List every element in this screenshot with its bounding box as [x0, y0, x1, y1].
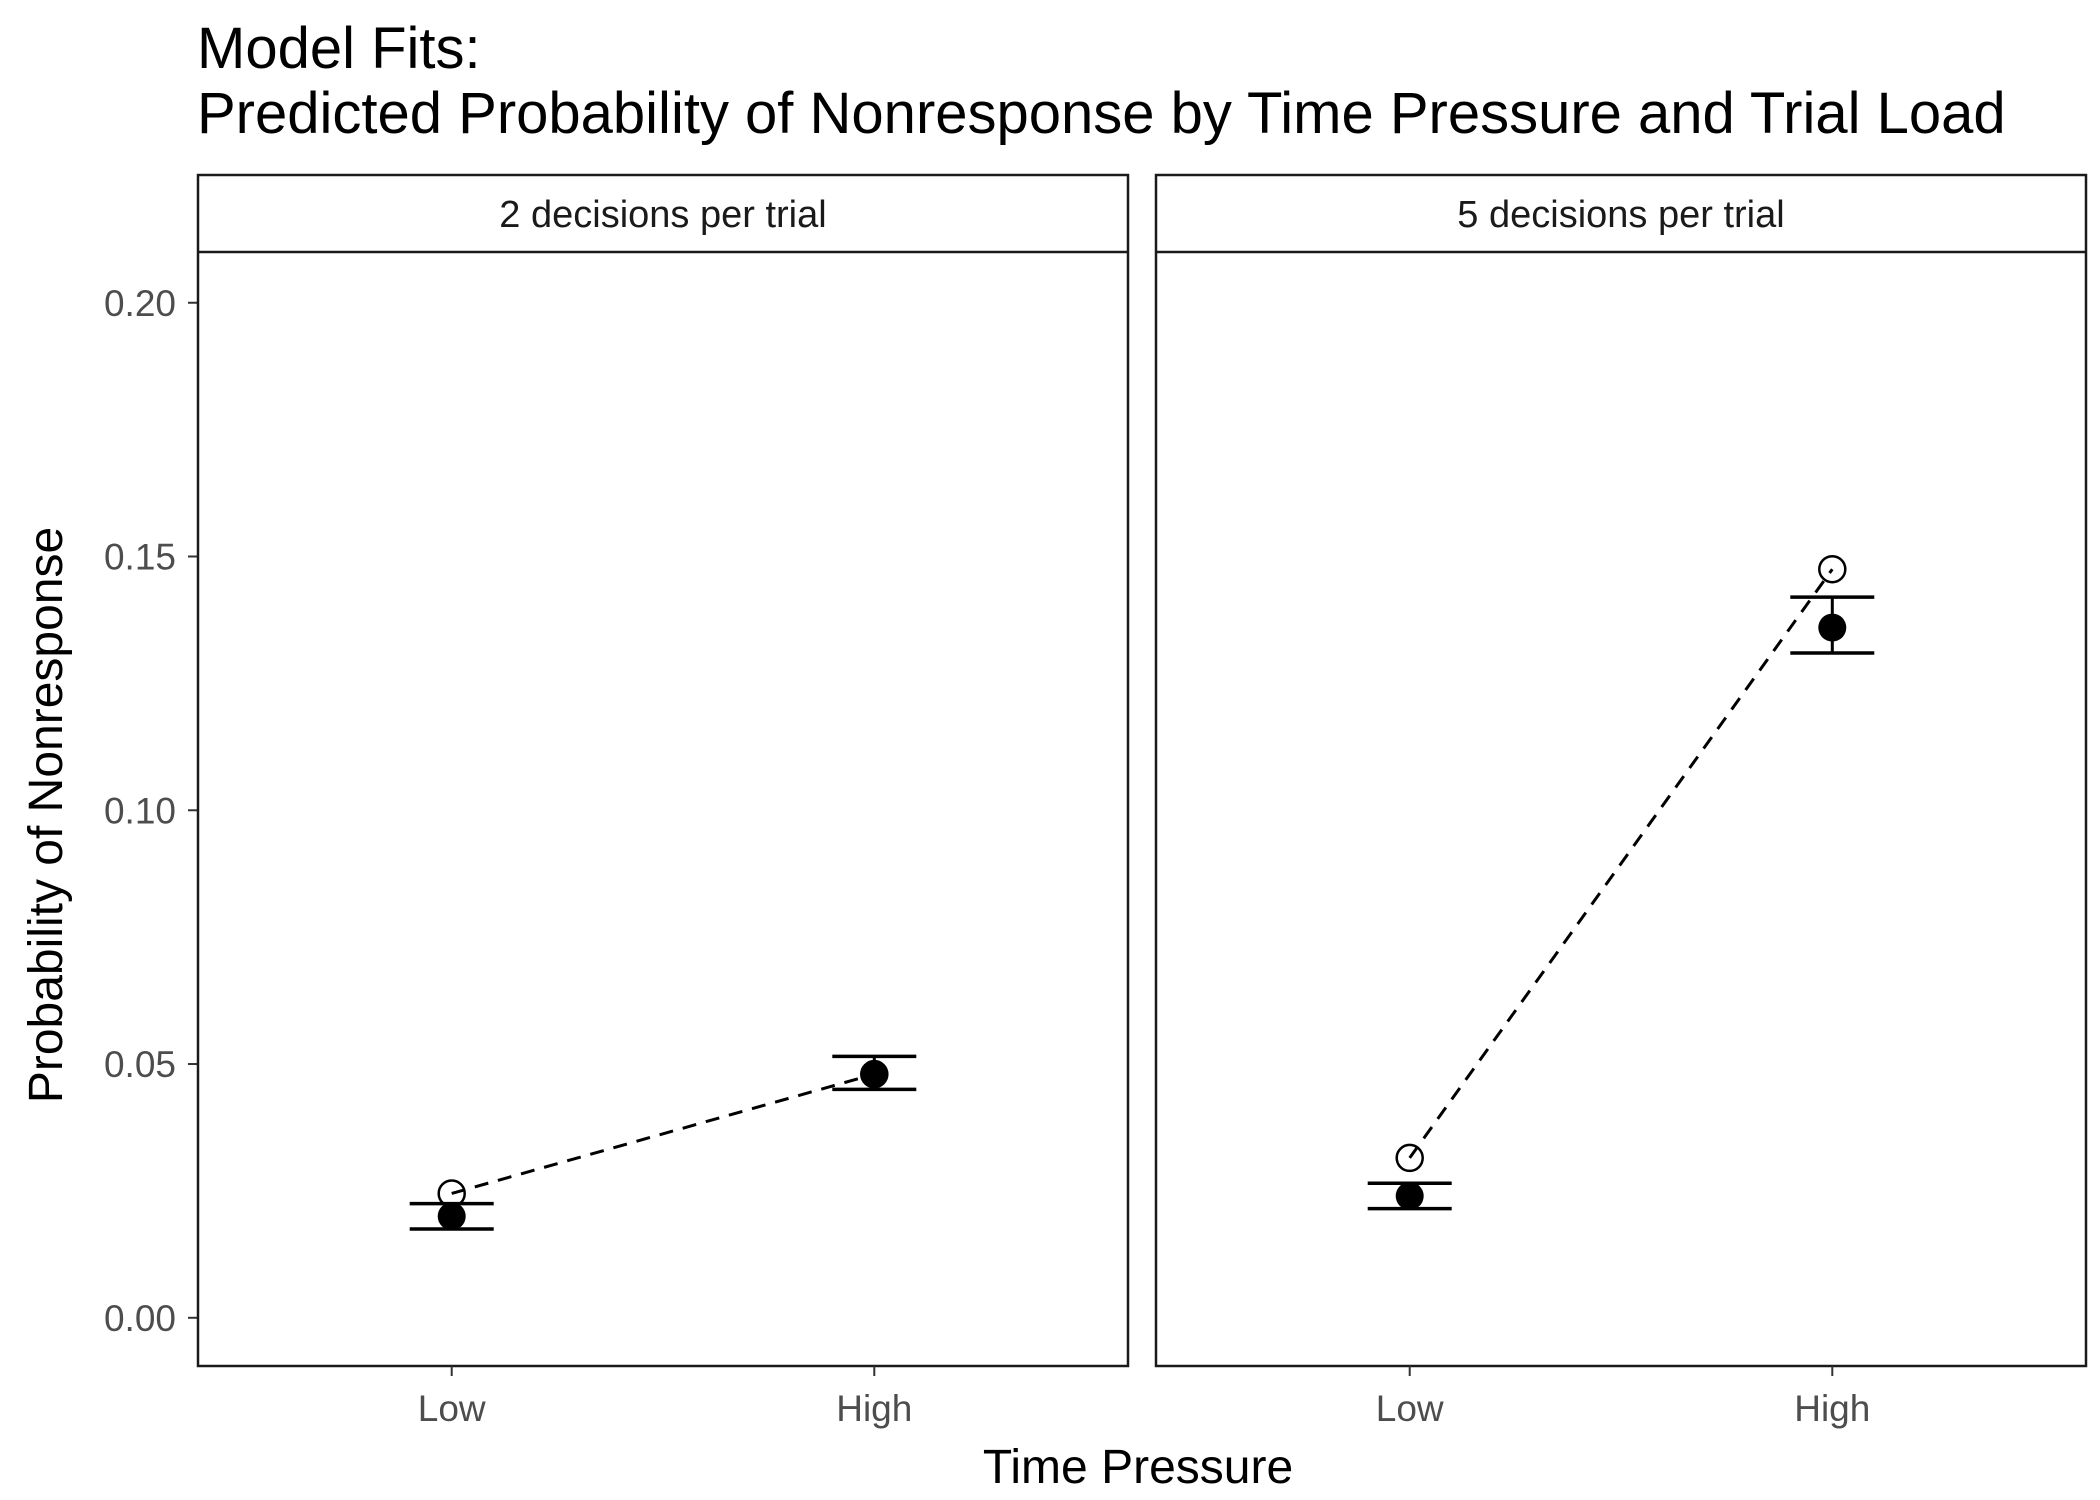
x-tick-label: Low [418, 1388, 486, 1429]
y-tick-label: 0.20 [104, 283, 176, 324]
panel-border [1154, 173, 2088, 1368]
y-tick-label: 0.00 [104, 1298, 176, 1339]
chart-title-line-2: Predicted Probability of Nonresponse by … [197, 81, 2006, 146]
predicted-point [1395, 1143, 1424, 1173]
predicted-line [1408, 568, 1834, 1159]
panel-border [196, 173, 1130, 1368]
facet-strip-label: 5 decisions per trial [1457, 194, 1784, 236]
observed-point [1818, 613, 1847, 642]
chart-title-line-1: Model Fits: [197, 16, 481, 81]
facet-panel-2: 5 decisions per trial Low High [1154, 173, 2088, 1429]
x-tick-label: High [1794, 1388, 1870, 1429]
y-axis-title: Probability of Nonresponse [20, 527, 73, 1103]
observed-point [1395, 1181, 1424, 1210]
x-tick-label: High [836, 1388, 912, 1429]
observed-point [860, 1060, 889, 1089]
y-axis-ticks: 0.00 0.05 0.10 0.15 0.20 [104, 283, 198, 1339]
facet-strip-label: 2 decisions per trial [499, 194, 826, 236]
y-tick-label: 0.10 [104, 790, 176, 831]
x-axis-title: Time Pressure [983, 1441, 1293, 1494]
y-tick-label: 0.15 [104, 537, 176, 578]
facet-panel-1: 2 decisions per trial Low High [196, 173, 1130, 1429]
observed-point [437, 1202, 466, 1231]
y-tick-label: 0.05 [104, 1044, 176, 1085]
x-tick-label: Low [1376, 1388, 1444, 1429]
predicted-line [451, 1072, 875, 1195]
predicted-point [1818, 554, 1847, 584]
